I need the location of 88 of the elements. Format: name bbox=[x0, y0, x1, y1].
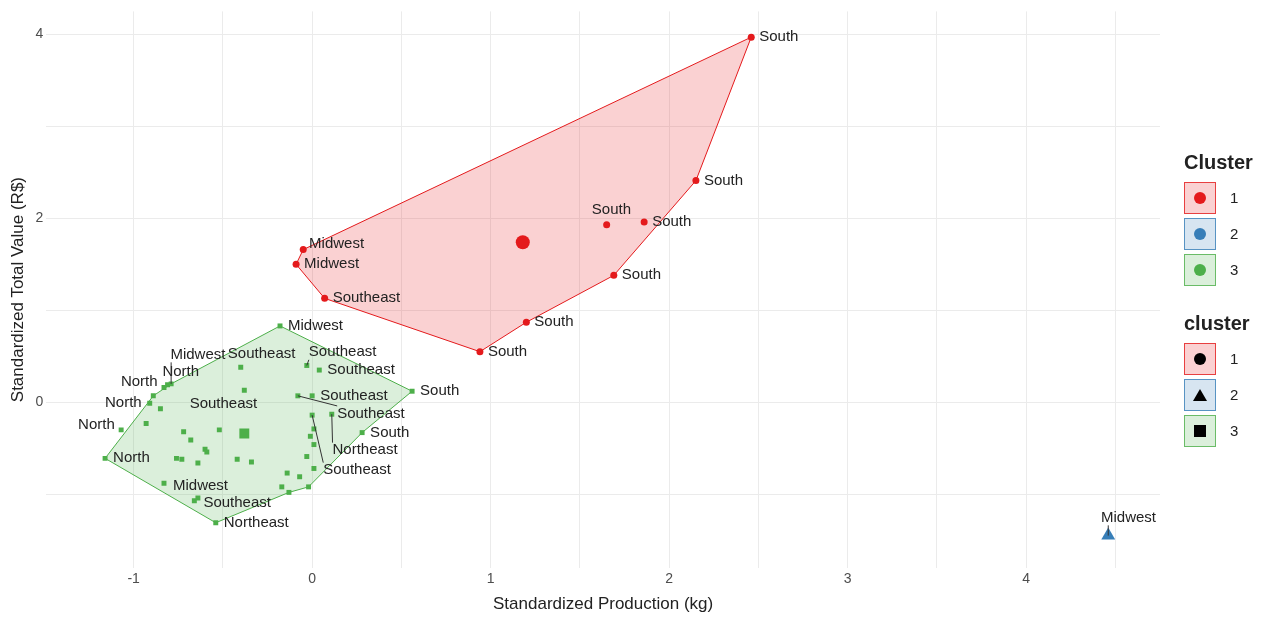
point bbox=[610, 271, 618, 279]
point bbox=[311, 466, 317, 471]
point bbox=[299, 246, 307, 254]
point bbox=[150, 393, 156, 399]
x-tick-label: 3 bbox=[843, 570, 852, 587]
point bbox=[409, 388, 415, 394]
data-label: Midwest bbox=[288, 316, 344, 334]
point bbox=[147, 400, 153, 406]
point bbox=[311, 442, 317, 448]
data-label: South bbox=[420, 381, 460, 399]
x-tick-label: 1 bbox=[486, 570, 495, 587]
point bbox=[603, 221, 611, 229]
point bbox=[102, 455, 108, 461]
point bbox=[248, 459, 254, 465]
data-label: South bbox=[591, 199, 632, 217]
point bbox=[640, 218, 648, 226]
point bbox=[195, 460, 201, 466]
data-label: Southeast bbox=[189, 393, 259, 411]
point bbox=[234, 456, 240, 462]
point bbox=[239, 428, 250, 439]
data-label: South bbox=[759, 27, 799, 45]
point bbox=[118, 427, 124, 433]
data-label: Southeast bbox=[327, 360, 396, 378]
y-tick-label: 2 bbox=[35, 209, 44, 226]
point bbox=[241, 387, 247, 393]
data-label: Midwest bbox=[173, 475, 229, 493]
point bbox=[179, 456, 185, 462]
data-label: Southeast bbox=[323, 460, 392, 478]
text: 2 bbox=[1230, 225, 1239, 242]
point bbox=[476, 348, 484, 356]
point bbox=[157, 406, 163, 412]
x-tick-label: -1 bbox=[127, 570, 141, 587]
point bbox=[306, 484, 312, 490]
point bbox=[174, 455, 179, 461]
data-label: South bbox=[487, 341, 528, 359]
y-tick-label: 0 bbox=[35, 393, 44, 410]
data-label: Southeast bbox=[320, 385, 389, 403]
point bbox=[316, 367, 322, 373]
data-label: North bbox=[113, 448, 150, 466]
data-label: South bbox=[703, 170, 744, 188]
data-label: Southeast bbox=[227, 344, 297, 362]
data-label: Southeast bbox=[337, 403, 406, 421]
point bbox=[284, 470, 290, 476]
y-axis-title: Standardized Total Value (R$) bbox=[7, 176, 27, 403]
point bbox=[747, 33, 755, 41]
legend-label: 3 bbox=[1230, 422, 1239, 439]
point bbox=[304, 454, 310, 459]
text: Cluster bbox=[1184, 150, 1253, 173]
point bbox=[297, 474, 303, 480]
data-label: Midwest bbox=[309, 234, 365, 252]
point bbox=[522, 318, 530, 326]
data-label: South bbox=[370, 422, 410, 440]
text: 1 bbox=[1230, 350, 1239, 367]
y-tick-label: 4 bbox=[35, 25, 44, 42]
point bbox=[188, 437, 194, 443]
point bbox=[692, 177, 700, 185]
point bbox=[195, 495, 201, 501]
point bbox=[279, 484, 285, 490]
x-tick-label: 4 bbox=[1022, 570, 1031, 587]
x-tick-label: 2 bbox=[665, 570, 674, 587]
point bbox=[181, 429, 187, 435]
data-label: Midwest bbox=[170, 344, 227, 362]
point bbox=[213, 520, 219, 526]
point bbox=[307, 433, 313, 439]
data-label: South bbox=[534, 312, 574, 330]
data-label: North bbox=[120, 372, 158, 390]
point bbox=[292, 260, 300, 268]
text: cluster bbox=[1184, 311, 1250, 334]
point bbox=[359, 430, 365, 436]
data-label: North bbox=[105, 393, 142, 411]
data-label: Northeast bbox=[223, 512, 290, 530]
data-label: Southeast bbox=[203, 493, 272, 511]
data-label: South bbox=[621, 265, 662, 283]
point bbox=[309, 393, 315, 399]
data-label: Southeast bbox=[332, 288, 402, 306]
text: 3 bbox=[1230, 261, 1239, 278]
point bbox=[515, 235, 530, 250]
point bbox=[216, 427, 222, 433]
point bbox=[286, 489, 292, 495]
data-label: Midwest bbox=[304, 254, 360, 272]
x-tick-label: 0 bbox=[308, 570, 317, 587]
legend-label: 1 bbox=[1230, 189, 1239, 206]
legend-label: 2 bbox=[1230, 386, 1239, 403]
x-axis-title: Standardized Production (kg) bbox=[493, 594, 714, 614]
point bbox=[143, 420, 149, 426]
data-label: Midwest bbox=[1100, 508, 1157, 525]
data-label: North bbox=[78, 414, 115, 432]
point bbox=[321, 294, 329, 302]
